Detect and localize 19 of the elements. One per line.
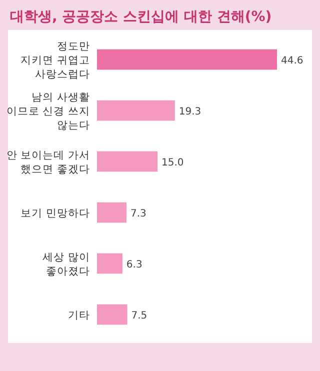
data-label: 19.3 [178, 106, 202, 118]
bar [97, 304, 128, 325]
data-label: 7.3 [130, 208, 146, 220]
data-label: 44.6 [281, 56, 304, 66]
y-tick-label: 세상 많이 좋아졌다 [42, 252, 90, 278]
y-tick-label: 정도만 지키면 귀엽고 사랑스럽다 [20, 40, 90, 80]
data-label: 7.5 [131, 310, 148, 322]
y-tick-label: 안 보이는데 가서 했으면 좋겠다 [6, 150, 90, 176]
y-tick-label: 기타 [68, 310, 90, 322]
y-tick-label: 남의 사생활 이므로 신경 쓰지 않는다 [6, 92, 90, 132]
y-tick-label: 보기 민망하다 [20, 208, 90, 220]
bar [97, 151, 158, 172]
chart-title: 대학생, 공공장소 스킨십에 대한 견해(%) [10, 9, 272, 25]
bar [97, 253, 122, 274]
data-label: 6.3 [126, 260, 142, 270]
bar [97, 202, 126, 223]
bar [97, 100, 175, 121]
data-label: 15.0 [162, 158, 184, 168]
bar [97, 49, 277, 70]
